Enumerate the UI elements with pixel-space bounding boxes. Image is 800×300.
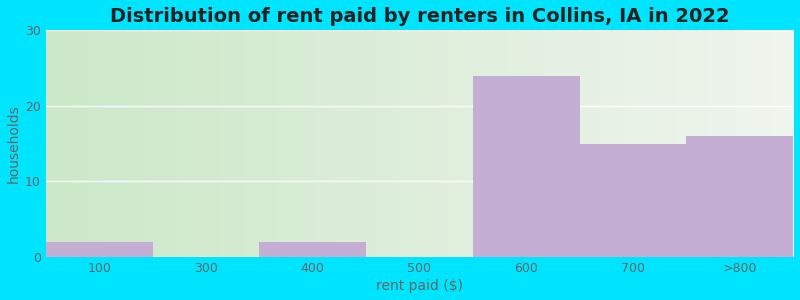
Bar: [259, 242, 366, 257]
Y-axis label: households: households: [7, 104, 21, 183]
Bar: [579, 144, 686, 257]
Bar: [686, 136, 793, 257]
Bar: [46, 242, 153, 257]
Bar: [473, 76, 579, 257]
X-axis label: rent paid ($): rent paid ($): [376, 279, 463, 293]
Title: Distribution of rent paid by renters in Collins, IA in 2022: Distribution of rent paid by renters in …: [110, 7, 730, 26]
